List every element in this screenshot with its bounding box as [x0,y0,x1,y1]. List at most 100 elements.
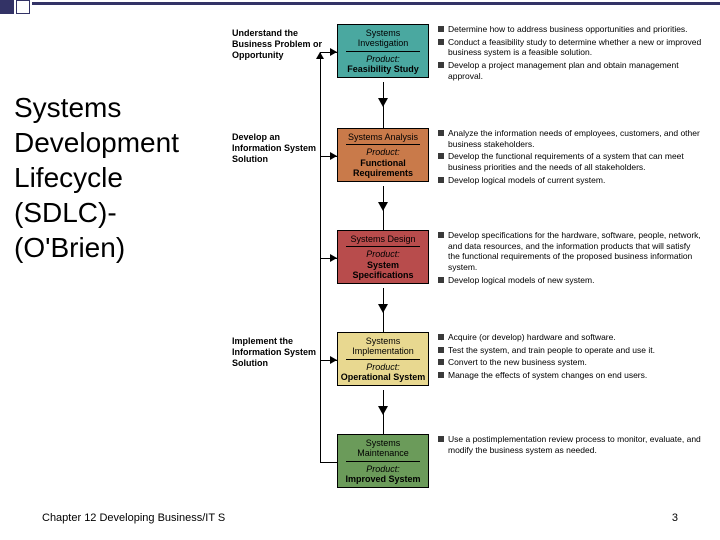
bullet-square-icon [438,372,444,378]
phase-box-column: Systems Maintenance Product:Improved Syst… [328,434,438,488]
bullet-item: Use a postimplementation review process … [438,434,702,455]
box-divider [346,144,420,145]
footer-chapter: Chapter 12 Developing Business/IT S [42,512,225,524]
bullet-item: Manage the effects of system changes on … [438,370,702,381]
phase-label: Implement the Information System Solutio… [232,332,328,386]
phase-box-column: Systems Investigation Product:Feasibility… [328,24,438,83]
bullet-item: Develop specifications for the hardware,… [438,230,702,273]
box-divider [346,246,420,247]
phase-bullets: Develop specifications for the hardware,… [438,230,702,287]
bullet-item: Determine how to address business opport… [438,24,702,35]
phase-bullets: Acquire (or develop) hardware and softwa… [438,332,702,386]
bullet-item: Analyze the information needs of employe… [438,128,702,149]
phase-box: Systems Investigation Product:Feasibility… [337,24,429,78]
arrow-right-icon [330,356,337,364]
bullet-text: Test the system, and train people to ope… [448,345,655,356]
product-name: Feasibility Study [340,64,426,74]
arrow-right-icon [330,48,337,56]
box-divider [346,461,420,462]
bullet-square-icon [438,347,444,353]
bullet-square-icon [438,334,444,340]
topbar-line [32,2,720,5]
arrow-up-icon [316,52,324,59]
bullet-text: Use a postimplementation review process … [448,434,702,455]
product-label: Product: [340,464,426,474]
bullet-square-icon [438,39,444,45]
feedback-path-vertical [320,52,321,462]
phase-name: Systems Design [340,234,426,244]
bullet-item: Develop logical models of new system. [438,275,702,286]
phase-label [232,434,328,488]
phase-bullets: Use a postimplementation review process … [438,434,702,488]
bullet-text: Develop logical models of current system… [448,175,605,186]
bullet-item: Test the system, and train people to ope… [438,345,702,356]
product-name: System Specifications [340,260,426,281]
phase-row: Systems Design Product:System Specificati… [232,230,702,287]
bullet-text: Develop logical models of new system. [448,275,594,286]
bullet-text: Develop specifications for the hardware,… [448,230,702,273]
box-divider [346,359,420,360]
bullet-item: Acquire (or develop) hardware and softwa… [438,332,702,343]
bullet-item: Conduct a feasibility study to determine… [438,37,702,58]
phase-row: Understand the Business Problem or Oppor… [232,24,702,83]
phase-row: Develop an Information System SolutionSy… [232,128,702,187]
bullet-item: Develop the functional requirements of a… [438,151,702,172]
bullet-text: Develop a project management plan and ob… [448,60,702,81]
bullet-item: Develop a project management plan and ob… [438,60,702,81]
connector-line [383,390,384,434]
slide-title: SystemsDevelopmentLifecycle(SDLC)-(O'Bri… [14,90,179,265]
connector-line [383,82,384,128]
bullet-square-icon [438,436,444,442]
connector-line [383,288,384,332]
bullet-square-icon [438,130,444,136]
arrow-right-icon [330,254,337,262]
phase-bullets: Determine how to address business opport… [438,24,702,83]
phase-box-column: Systems Analysis Product:Functional Requi… [328,128,438,187]
bullet-square-icon [438,232,444,238]
top-bar [0,0,720,18]
phase-box: Systems Implementation Product:Operationa… [337,332,429,386]
bullet-square-icon [438,177,444,183]
topbar-square-filled [0,0,14,14]
bullet-text: Analyze the information needs of employe… [448,128,702,149]
bullet-square-icon [438,277,444,283]
box-divider [346,51,420,52]
product-name: Functional Requirements [340,158,426,179]
sdlc-diagram: Understand the Business Problem or Oppor… [232,20,702,500]
phase-label: Understand the Business Problem or Oppor… [232,24,328,83]
phase-box-column: Systems Design Product:System Specificati… [328,230,438,287]
bullet-text: Convert to the new business system. [448,357,587,368]
phase-name: Systems Maintenance [340,438,426,459]
slide-number: 3 [672,512,678,524]
bullet-text: Develop the functional requirements of a… [448,151,702,172]
bullet-square-icon [438,26,444,32]
product-label: Product: [340,147,426,157]
phase-name: Systems Implementation [340,336,426,357]
product-name: Improved System [340,474,426,484]
phase-box: Systems Maintenance Product:Improved Syst… [337,434,429,488]
feedback-path-horizontal [320,462,337,463]
phase-row: Systems Maintenance Product:Improved Syst… [232,434,702,488]
bullet-square-icon [438,153,444,159]
phase-label: Develop an Information System Solution [232,128,328,187]
bullet-square-icon [438,359,444,365]
bullet-text: Manage the effects of system changes on … [448,370,647,381]
bullet-item: Convert to the new business system. [438,357,702,368]
bullet-item: Develop logical models of current system… [438,175,702,186]
connector-line [383,186,384,230]
phase-bullets: Analyze the information needs of employe… [438,128,702,187]
phase-name: Systems Analysis [340,132,426,142]
topbar-square-empty [16,0,30,14]
phase-box-column: Systems Implementation Product:Operationa… [328,332,438,386]
product-label: Product: [340,249,426,259]
bullet-square-icon [438,62,444,68]
phase-name: Systems Investigation [340,28,426,49]
arrow-right-icon [330,152,337,160]
bullet-text: Determine how to address business opport… [448,24,688,35]
product-name: Operational System [340,372,426,382]
phase-box: Systems Analysis Product:Functional Requi… [337,128,429,182]
product-label: Product: [340,54,426,64]
phase-row: Implement the Information System Solutio… [232,332,702,386]
product-label: Product: [340,362,426,372]
phase-label [232,230,328,287]
